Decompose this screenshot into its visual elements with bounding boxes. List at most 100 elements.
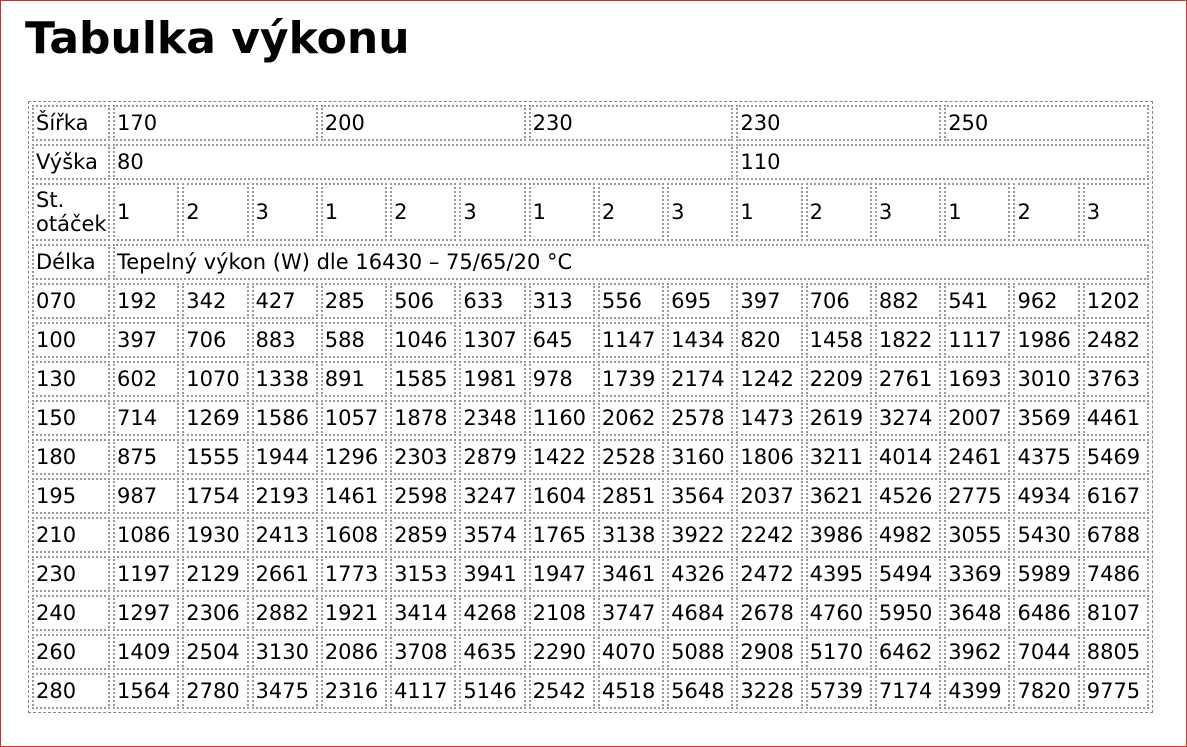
table-cell: 3564	[667, 478, 734, 514]
table-cell: 2	[805, 183, 872, 241]
table-cell: 891	[320, 361, 388, 397]
row-label: Délka	[32, 244, 110, 280]
table-cell: 1930	[182, 517, 249, 553]
table-row: Délka Tepelný výkon (W) dle 16430 – 75/65…	[32, 244, 1149, 280]
table-cell: 2619	[805, 400, 872, 436]
table-cell: 2108	[528, 595, 595, 631]
table-cell: 1434	[667, 322, 734, 358]
table-row: 070 192 342 427 285 506 633 313 556 695 397 706 882 5…	[32, 283, 1149, 319]
table-cell: 1878	[390, 400, 457, 436]
table-cell: 5088	[667, 634, 734, 670]
table-cell: 200	[320, 105, 526, 141]
table-cell: 3	[667, 183, 734, 241]
row-label: Výška	[32, 144, 110, 180]
table-cell: 2775	[944, 478, 1011, 514]
table-cell: 110	[736, 144, 1149, 180]
table-cell: 1297	[113, 595, 180, 631]
table-cell: 6462	[874, 634, 942, 670]
table-cell: 3	[1082, 183, 1149, 241]
table-cell: 2209	[805, 361, 872, 397]
table-cell: 1608	[320, 517, 388, 553]
table-cell: 633	[459, 283, 526, 319]
row-label: 280	[32, 673, 110, 709]
table-cell: 3986	[805, 517, 872, 553]
table-cell: 2	[597, 183, 665, 241]
table-cell: 4268	[459, 595, 526, 631]
table-cell: 3621	[805, 478, 872, 514]
table-cell: 4117	[390, 673, 457, 709]
table-cell: 1921	[320, 595, 388, 631]
table-cell: 250	[944, 105, 1149, 141]
row-label: 180	[32, 439, 110, 475]
row-label: 130	[32, 361, 110, 397]
table-cell: 1242	[736, 361, 803, 397]
table-cell: 2413	[251, 517, 318, 553]
table-cell: 1585	[390, 361, 457, 397]
table-cell: 2661	[251, 556, 318, 592]
table-cell: 1765	[528, 517, 595, 553]
table-cell: 1461	[320, 478, 388, 514]
table-cell: 1555	[182, 439, 249, 475]
table-cell: 2	[182, 183, 249, 241]
table-cell: 5469	[1082, 439, 1149, 475]
table-cell: 4395	[805, 556, 872, 592]
table-cell: 2348	[459, 400, 526, 436]
table-cell: 3962	[944, 634, 1011, 670]
table-cell: 7044	[1013, 634, 1080, 670]
table-cell: 4526	[874, 478, 942, 514]
table-cell: 3922	[667, 517, 734, 553]
table-cell: 2528	[597, 439, 665, 475]
table-row: Šířka 170 200 230 230 250	[32, 105, 1149, 141]
table-cell: 313	[528, 283, 595, 319]
table-cell: 1070	[182, 361, 249, 397]
table-cell: 875	[113, 439, 180, 475]
table-cell: 556	[597, 283, 665, 319]
table-cell: 2879	[459, 439, 526, 475]
table-cell: 645	[528, 322, 595, 358]
table-cell: 5430	[1013, 517, 1080, 553]
table-cell: 2062	[597, 400, 665, 436]
row-label: 150	[32, 400, 110, 436]
table-cell: 5170	[805, 634, 872, 670]
table-cell: 4518	[597, 673, 665, 709]
table-cell: 1773	[320, 556, 388, 592]
table-cell: 3574	[459, 517, 526, 553]
table-cell: 882	[874, 283, 942, 319]
table-cell: 6167	[1082, 478, 1149, 514]
table-cell: 3369	[944, 556, 1011, 592]
table-cell: 962	[1013, 283, 1080, 319]
table-cell: 1473	[736, 400, 803, 436]
table-cell: 3475	[251, 673, 318, 709]
table-cell: 4982	[874, 517, 942, 553]
table-cell: 3160	[667, 439, 734, 475]
table-cell: 1057	[320, 400, 388, 436]
table-cell: 1564	[113, 673, 180, 709]
row-label: 230	[32, 556, 110, 592]
table-cell: 3228	[736, 673, 803, 709]
table-cell: 1754	[182, 478, 249, 514]
table-cell: 5989	[1013, 556, 1080, 592]
table-cell: 1	[944, 183, 1011, 241]
table-cell: 1117	[944, 322, 1011, 358]
table-cell: 3708	[390, 634, 457, 670]
table-cell: 3763	[1082, 361, 1149, 397]
table-cell: 1604	[528, 478, 595, 514]
table-cell: 6486	[1013, 595, 1080, 631]
table-cell: 3414	[390, 595, 457, 631]
table-cell: 714	[113, 400, 180, 436]
table-cell: 4070	[597, 634, 665, 670]
table-cell: 1586	[251, 400, 318, 436]
table-cell: 1947	[528, 556, 595, 592]
table-cell: 4760	[805, 595, 872, 631]
table-cell: 1046	[390, 322, 457, 358]
table-cell: 3747	[597, 595, 665, 631]
table-cell: 5494	[874, 556, 942, 592]
table-cell: 2482	[1082, 322, 1149, 358]
table-cell: 541	[944, 283, 1011, 319]
table-cell: 2859	[390, 517, 457, 553]
table-row: St. otáček 1 2 3 1 2 3 1 2 3 1 2 3 1 2 3	[32, 183, 1149, 241]
table-cell: 3247	[459, 478, 526, 514]
table-cell: 1086	[113, 517, 180, 553]
table-cell: 3010	[1013, 361, 1080, 397]
